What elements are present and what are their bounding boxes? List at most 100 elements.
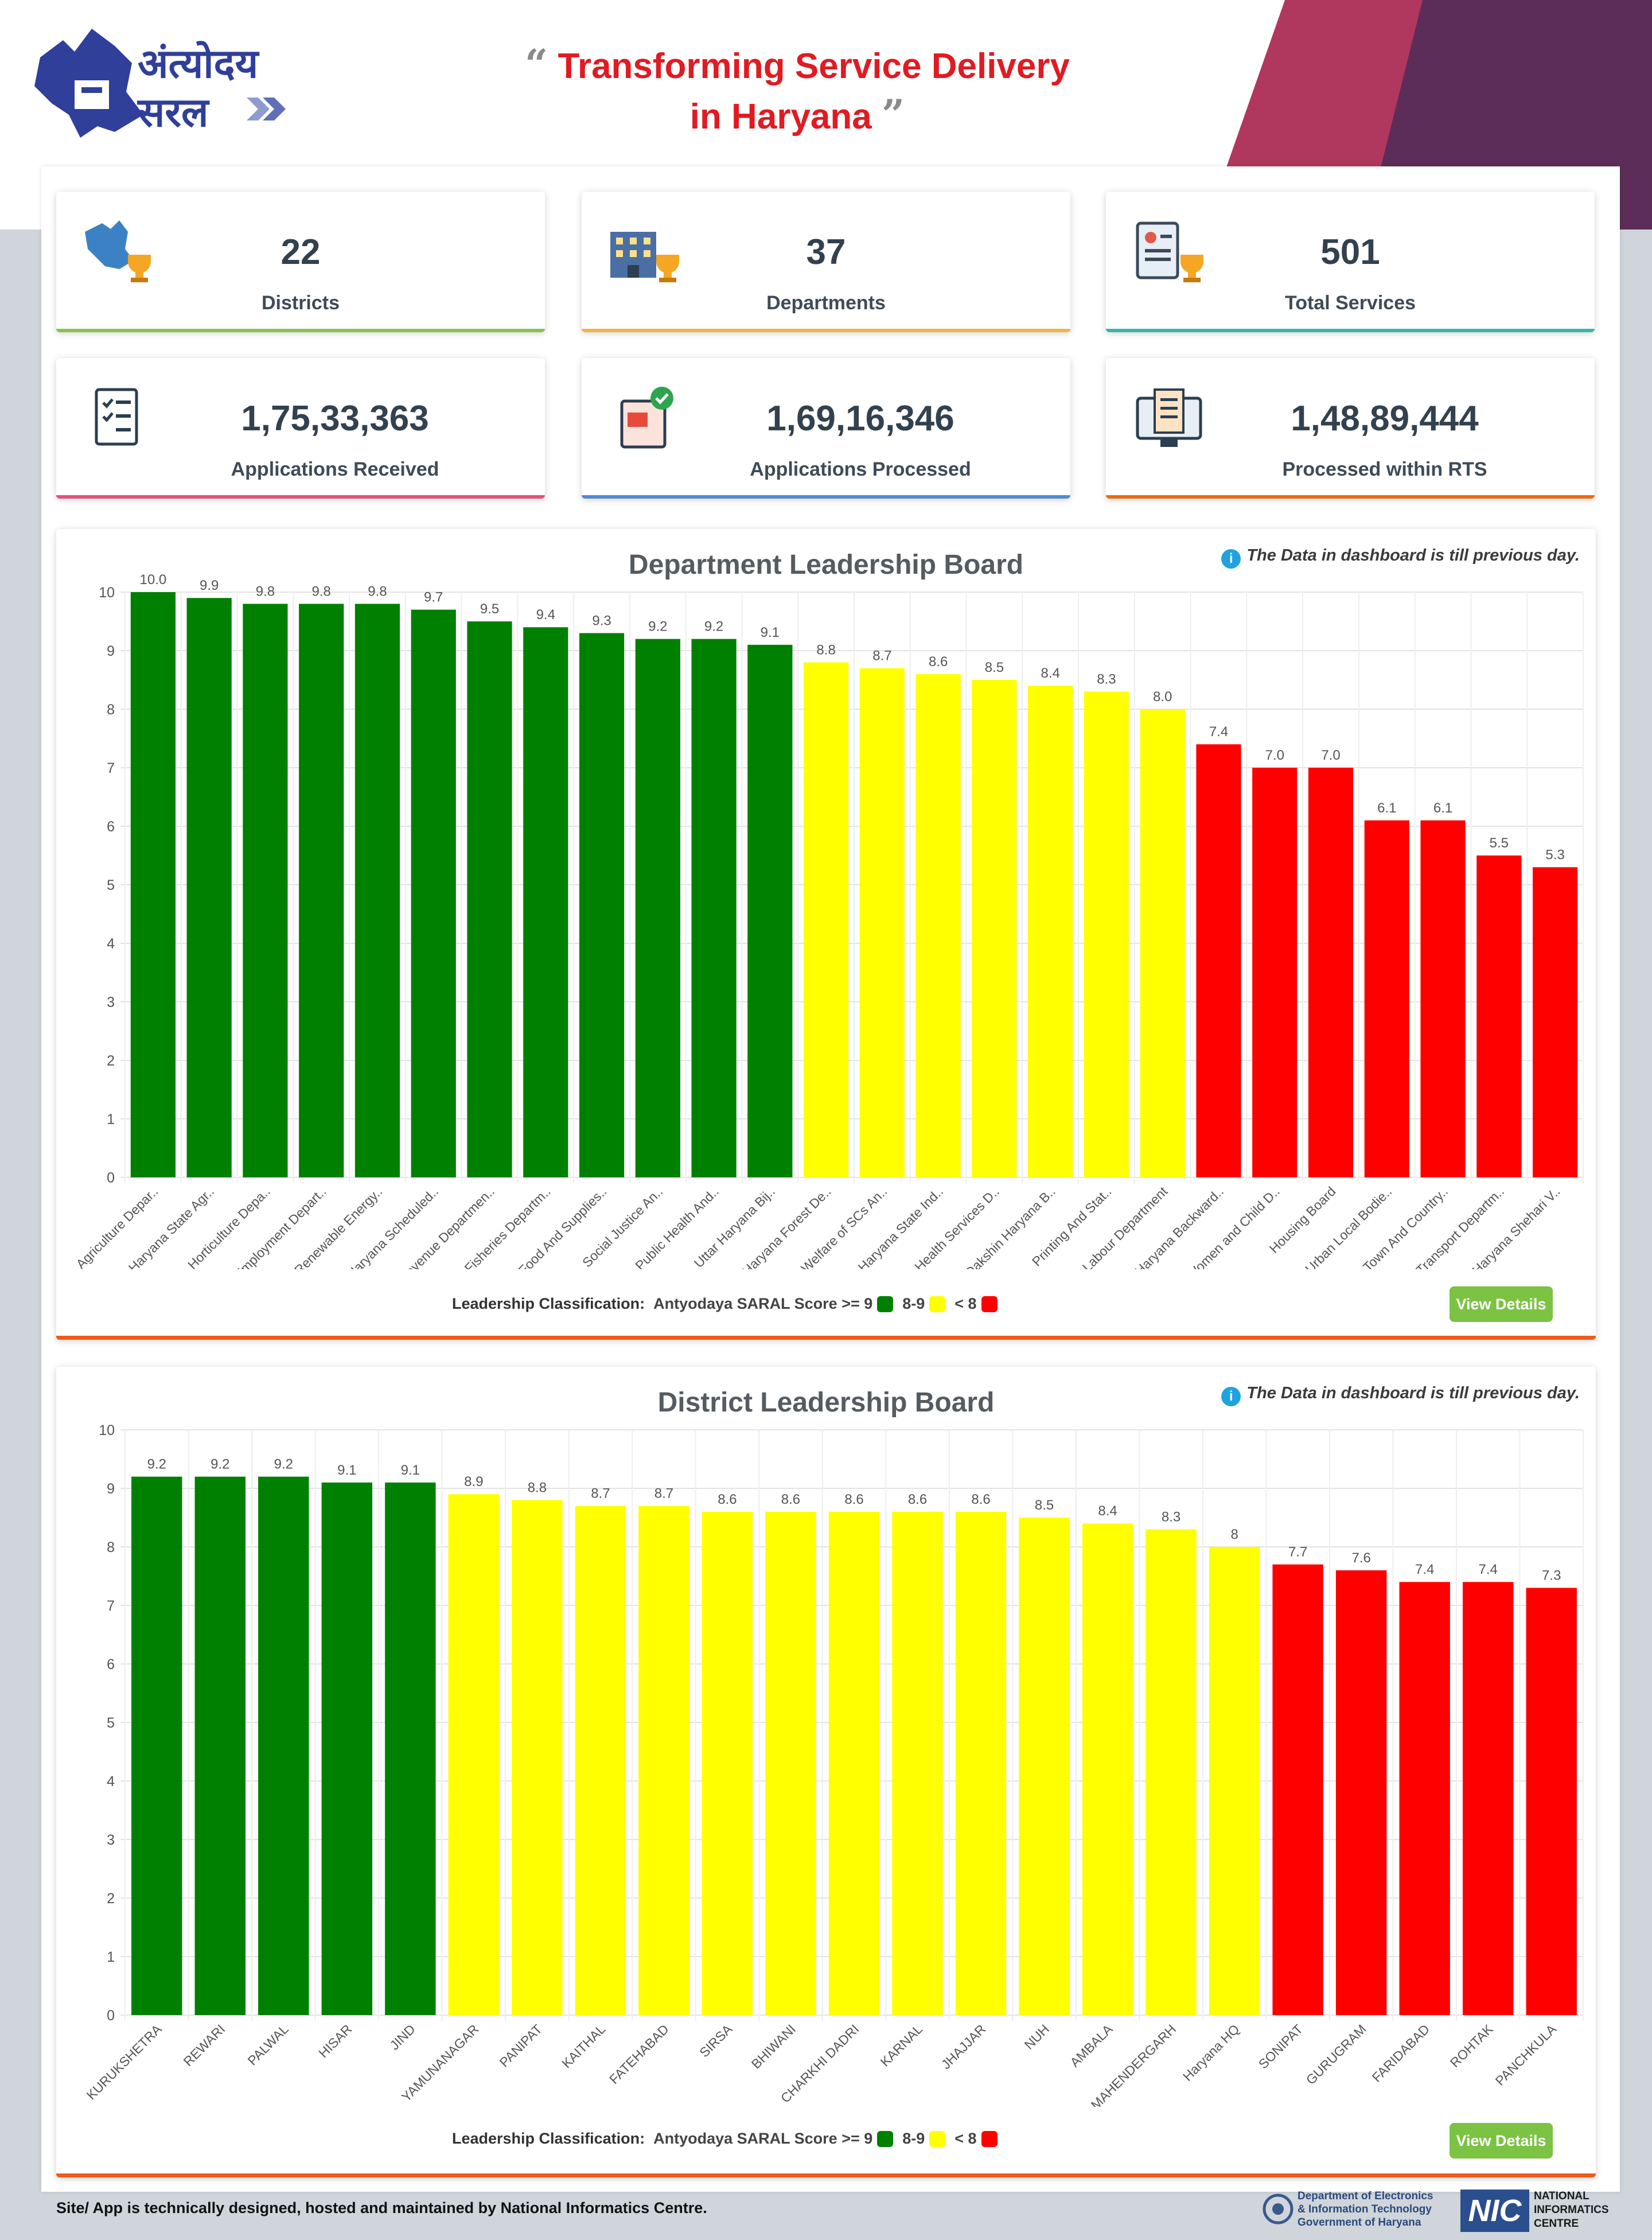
data-label: 8.4 (1041, 666, 1060, 681)
chart-legend: Leadership Classification: Antyodaya SAR… (452, 2130, 1007, 2148)
data-label: 8.6 (718, 1492, 737, 1507)
legend-green-swatch (877, 2131, 894, 2147)
data-label: 9.1 (761, 625, 780, 640)
document-trophy-icon (1136, 221, 1203, 282)
data-label: 9.5 (480, 601, 499, 617)
antyodaya-saral-logo[interactable]: अंत्योदय सरल (29, 17, 298, 149)
data-label: 9.2 (274, 1457, 293, 1472)
y-tick-label: 7 (107, 1598, 115, 1614)
x-tick-label: SONIPAT (1256, 2021, 1306, 2071)
bar[interactable] (1335, 1570, 1387, 2015)
bar[interactable] (523, 627, 568, 1177)
bar[interactable] (691, 639, 737, 1177)
bar[interactable] (385, 1482, 436, 2015)
data-label: 9.2 (211, 1457, 229, 1472)
bar[interactable] (1252, 768, 1298, 1177)
x-tick-label: JIND (387, 2021, 418, 2053)
bar[interactable] (131, 1476, 182, 2015)
nic-line3: CENTRE (1534, 2218, 1579, 2230)
bar[interactable] (1209, 1547, 1260, 2015)
bar[interactable] (1082, 1523, 1133, 2015)
data-label: 7.0 (1321, 748, 1340, 763)
bar[interactable] (1364, 820, 1409, 1177)
stat-card-districts[interactable]: 22 Districts (56, 192, 545, 332)
bar[interactable] (1533, 867, 1578, 1177)
stat-card-applications-processed[interactable]: 1,69,16,346 Applications Processed (582, 358, 1070, 499)
bar[interactable] (638, 1506, 689, 2015)
bar[interactable] (892, 1511, 943, 2015)
bar[interactable] (1028, 686, 1073, 1177)
bar[interactable] (299, 604, 344, 1177)
bar[interactable] (467, 621, 512, 1177)
bar[interactable] (258, 1476, 309, 2015)
x-tick-label: FARIDABAD (1369, 2021, 1433, 2085)
y-tick-label: 10 (99, 1422, 115, 1438)
bar[interactable] (972, 680, 1017, 1177)
data-label: 8 (1230, 1527, 1238, 1542)
legend-high: Antyodaya SARAL Score >= 9 (653, 2130, 873, 2147)
department-leadership-panel: Department Leadership Board i The Data in… (56, 529, 1596, 1340)
logo-line1: अंत्योदय (138, 40, 259, 87)
stat-card-applications-received[interactable]: 1,75,33,363 Applications Received (56, 358, 545, 499)
bar[interactable] (804, 662, 849, 1177)
bar[interactable] (1463, 1582, 1514, 2015)
bar[interactable] (575, 1506, 626, 2015)
y-tick-label: 4 (107, 936, 115, 952)
bar[interactable] (448, 1494, 500, 2015)
bar[interactable] (321, 1482, 373, 2015)
data-label: 7.0 (1265, 748, 1284, 763)
legend-high: Antyodaya SARAL Score >= 9 (653, 1295, 873, 1312)
x-tick-label: Haryana HQ (1180, 2021, 1242, 2084)
bar[interactable] (512, 1500, 563, 2015)
bar[interactable] (635, 639, 680, 1177)
chart-title: Department Leadership Board (628, 550, 1024, 580)
district-bar-chart: 0 1 2 3 4 5 6 7 8 9 10 9.2 KURUKSHETRA 9.2 REWARI 9.2 PA… (84, 1422, 1584, 2107)
bar[interactable] (130, 592, 176, 1177)
bar[interactable] (1526, 1588, 1577, 2015)
bar[interactable] (354, 604, 400, 1177)
stat-label: Total Services (1284, 292, 1416, 314)
bar[interactable] (859, 668, 905, 1177)
info-icon: i (1221, 1387, 1241, 1406)
bar[interactable] (702, 1511, 753, 2015)
bar[interactable] (828, 1511, 880, 2015)
data-label: 9.4 (536, 607, 555, 623)
y-tick-label: 2 (107, 1891, 115, 1907)
x-tick-label: HISAR (315, 2021, 354, 2060)
legend-mid: 8-9 (902, 1295, 925, 1312)
bar[interactable] (1019, 1518, 1070, 2015)
data-label: 8.8 (816, 642, 835, 658)
bar[interactable] (1399, 1582, 1450, 2015)
stat-card-departments[interactable]: 37 Departments (582, 192, 1070, 332)
bar[interactable] (411, 609, 456, 1177)
stat-card-total-services[interactable]: 501 Total Services (1106, 192, 1595, 332)
bar[interactable] (747, 644, 793, 1177)
bar[interactable] (1146, 1529, 1197, 2015)
bar[interactable] (915, 674, 961, 1177)
bar[interactable] (955, 1511, 1007, 2015)
bar[interactable] (194, 1476, 246, 2015)
bar[interactable] (579, 633, 625, 1177)
bar[interactable] (1476, 855, 1522, 1177)
x-tick-label: SIRSA (696, 2021, 735, 2060)
view-details-button[interactable]: View Details (1450, 2123, 1553, 2159)
bar[interactable] (1196, 744, 1241, 1177)
bar[interactable] (1272, 1564, 1323, 2015)
data-label: 7.3 (1542, 1568, 1561, 1583)
legend-red-swatch (981, 2131, 998, 2147)
processed-document-icon (620, 387, 673, 449)
stat-card-processed-within-rts[interactable]: 1,48,89,444 Processed within RTS (1106, 358, 1595, 499)
y-tick-label: 3 (107, 1832, 115, 1848)
bar[interactable] (765, 1511, 816, 2015)
bar[interactable] (1420, 820, 1466, 1177)
x-tick-label: BHIWANI (749, 2021, 798, 2071)
monitor-document-icon (1136, 388, 1202, 447)
bar[interactable] (243, 604, 288, 1177)
view-details-button[interactable]: View Details (1450, 1286, 1553, 1322)
stat-value: 22 (280, 232, 321, 272)
bar[interactable] (1308, 768, 1354, 1177)
bar[interactable] (1084, 691, 1129, 1177)
legend-label: Leadership Classification: (452, 2130, 645, 2147)
bar[interactable] (186, 598, 232, 1177)
bar[interactable] (1140, 709, 1185, 1177)
